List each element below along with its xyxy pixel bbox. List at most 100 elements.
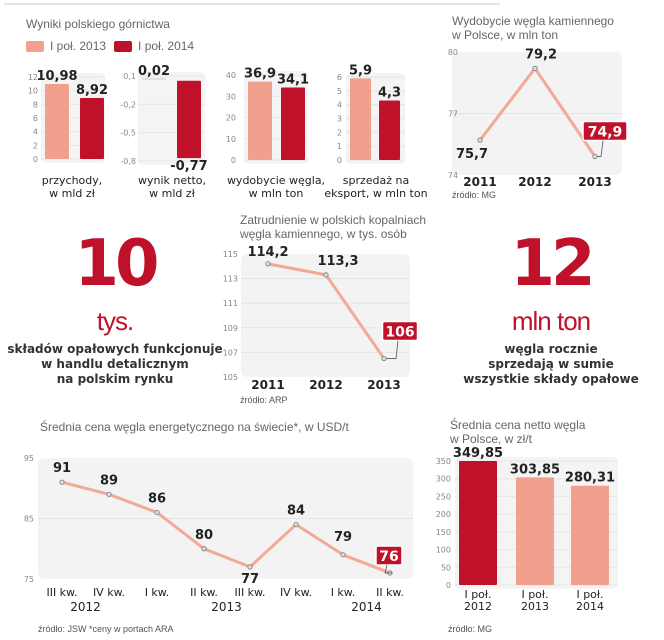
fact-description-tons: węgla rocznie sprzedają w sumie wszystki… [463, 342, 639, 386]
y-tick-label: 2 [33, 141, 38, 150]
y-tick-label: 300 [436, 475, 451, 484]
legend: I poł. 2013 I poł. 2014 [26, 39, 202, 53]
data-point [247, 564, 253, 570]
x-tick-label: 2012 [309, 378, 342, 392]
bar-2013 [350, 78, 371, 160]
data-point [532, 65, 538, 72]
y-tick-label: 105 [223, 373, 238, 382]
legend-swatch-2013 [26, 40, 44, 52]
highlight-value-label: 76 [379, 549, 398, 565]
point-value-label: 114,2 [247, 245, 288, 260]
y-tick-label: 12 [28, 73, 38, 82]
y-tick-label: 350 [436, 457, 451, 466]
bar-value-label: 303,85 [510, 462, 560, 477]
x-axis-label: sprzedaż na [343, 174, 409, 187]
x-axis-label: przychody, [42, 174, 103, 187]
data-point [154, 509, 160, 516]
bar-value-label: 4,3 [378, 86, 401, 101]
y-tick-label: 0 [33, 155, 38, 164]
y-tick-label: -0,2 [120, 100, 136, 109]
x-tick-label: 2012 [464, 600, 492, 613]
point-value-label: 91 [53, 461, 71, 476]
callout-line [386, 340, 399, 359]
point-value-label: 75,7 [456, 147, 488, 162]
top-divider [4, 3, 500, 5]
y-tick-label: 111 [223, 299, 238, 308]
fact-number-tons: 12 [510, 227, 595, 301]
bar-value-label: 10,98 [36, 69, 77, 84]
price-bar [459, 461, 497, 585]
bar-2013 [248, 81, 272, 160]
data-point [59, 479, 65, 485]
x-tick-label: II kw. [190, 586, 218, 599]
price-bar [571, 485, 609, 585]
employment-source: źródło: ARP [240, 395, 288, 405]
y-tick-label: 200 [436, 510, 451, 519]
highlight-value-box [381, 320, 419, 342]
price-bar [516, 477, 554, 585]
bar-2014 [281, 87, 305, 160]
y-tick-label: 0 [446, 581, 451, 590]
bar-value-label: 349,85 [453, 446, 503, 461]
y-tick-label: 6 [337, 73, 342, 82]
x-tick-label: 2011 [463, 175, 496, 189]
y-tick-label: -0,5 [120, 129, 136, 138]
y-tick-label: 113 [223, 275, 238, 284]
year-label: 2012 [70, 600, 101, 614]
y-tick-label: 95 [24, 454, 34, 463]
mining-results-title: Wyniki polskiego górnictwa [26, 17, 170, 31]
x-tick-label: IV kw. [280, 586, 312, 599]
world-price-source: źródło: JSW *ceny w portach ARA [38, 624, 174, 634]
y-tick-label: 107 [223, 348, 238, 357]
poland-price-source: źródło: MG [448, 624, 493, 634]
data-line [61, 480, 391, 575]
highlight-value-label: 106 [385, 325, 414, 341]
legend-label-2013: I poł. 2013 [50, 39, 107, 53]
x-tick-label: III kw. [46, 586, 77, 599]
point-value-label: 89 [100, 473, 118, 488]
fact-unit-tons: mln ton [511, 306, 591, 336]
highlight-value-box [375, 545, 403, 566]
y-tick-label: 0,1 [123, 72, 136, 81]
y-tick-label: 80 [448, 48, 458, 57]
fact-number-shops: 10 [74, 227, 159, 301]
point-value-label: 80 [195, 528, 213, 543]
data-point [381, 355, 387, 362]
hard-coal-output-source: źródło: MG [452, 190, 497, 200]
x-tick-label: 2013 [521, 600, 549, 613]
x-tick-label: 2012 [518, 175, 551, 189]
bar-2014 [80, 98, 104, 159]
y-tick-label: 115 [223, 250, 238, 259]
fact-description-shops: składów opałowych funkcjonuje w handlu d… [7, 342, 223, 386]
data-point [323, 272, 329, 278]
bar-value-label: 0,02 [138, 64, 170, 79]
year-label: 2014 [351, 600, 382, 614]
highlight-value-label: 74,9 [588, 125, 623, 141]
x-axis-label: eksport, w mln ton [324, 187, 427, 200]
hard-coal-output-title: Wydobycie węgla kamiennego w Polsce, w m… [452, 14, 614, 42]
data-point [477, 137, 483, 143]
y-tick-label: 8 [33, 100, 38, 109]
y-tick-label: 75 [24, 575, 34, 584]
y-tick-label: 5 [337, 87, 342, 96]
callout-line [597, 140, 604, 157]
y-tick-label: 3 [337, 115, 342, 124]
y-tick-label: 150 [436, 528, 451, 537]
fact-unit-shops: tys. [96, 306, 134, 336]
y-tick-label: 1 [337, 142, 342, 151]
y-tick-label: 109 [223, 324, 238, 333]
bar-value-label: 34,1 [277, 73, 309, 88]
data-point [201, 546, 207, 552]
y-tick-label: 6 [33, 114, 38, 123]
bar-value-label: 5,9 [349, 63, 372, 78]
y-tick-label: 10 [226, 135, 236, 144]
x-tick-label: I kw. [145, 586, 170, 599]
data-point [265, 261, 271, 267]
year-label: 2013 [211, 600, 242, 614]
y-tick-label: 0 [337, 156, 342, 165]
x-tick-label: III kw. [234, 586, 265, 599]
y-tick-label: 50 [441, 563, 451, 572]
y-tick-label: -0,8 [120, 157, 136, 166]
x-axis-label: wynik netto, [138, 174, 206, 187]
